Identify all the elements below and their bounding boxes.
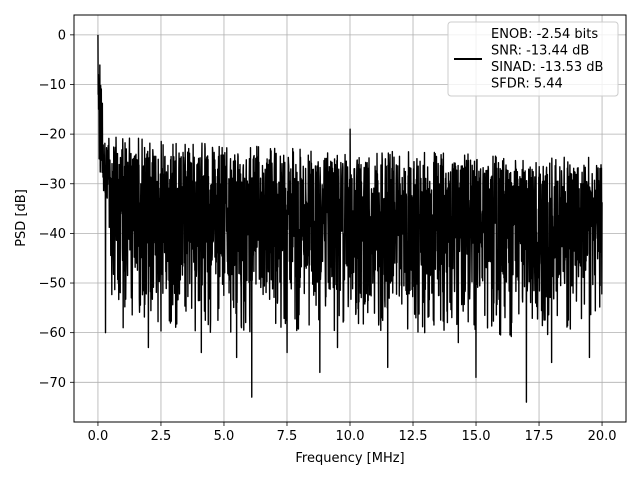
y-axis-ticks: 0 −10 −20 −30 −40 −50 −60 −70: [39, 28, 74, 391]
legend-line: ENOB: -2.54 bits: [491, 27, 598, 42]
psd-trace: [97, 34, 603, 403]
x-tick-label: 12.5: [399, 429, 428, 444]
x-tick-label: 7.5: [277, 429, 298, 444]
y-tick-label: −10: [39, 78, 66, 93]
x-tick-label: 5.0: [214, 429, 235, 444]
legend-line: SFDR: 5.44: [491, 77, 563, 92]
x-tick-label: 20.0: [588, 429, 617, 444]
x-tick-label: 15.0: [462, 429, 491, 444]
y-axis-label: PSD [dB]: [14, 189, 29, 247]
y-tick-label: −60: [39, 326, 66, 341]
x-tick-label: 0.0: [88, 429, 109, 444]
legend: ENOB: -2.54 bits SNR: -13.44 dB SINAD: -13…: [447, 21, 619, 97]
legend-entry: ENOB: -2.54 bits SNR: -13.44 dB SINAD: -13…: [491, 27, 603, 92]
series-line: [97, 34, 603, 403]
x-axis-label: Frequency [MHz]: [295, 451, 404, 466]
x-axis-ticks: 0.0 2.5 5.0 7.5 10.0 12.5 15.0 17.5 20.0: [88, 422, 617, 444]
y-tick-label: 0: [58, 28, 66, 43]
y-tick-label: −70: [39, 376, 66, 391]
y-tick-label: −50: [39, 277, 66, 292]
legend-line: SINAD: -13.53 dB: [491, 60, 603, 75]
y-tick-label: −40: [39, 227, 66, 242]
y-tick-label: −20: [39, 128, 66, 143]
x-tick-label: 10.0: [336, 429, 365, 444]
x-tick-label: 17.5: [525, 429, 554, 444]
legend-box: [447, 21, 619, 97]
legend-line: SNR: -13.44 dB: [491, 44, 589, 59]
y-tick-label: −30: [39, 177, 66, 192]
x-tick-label: 2.5: [151, 429, 172, 444]
